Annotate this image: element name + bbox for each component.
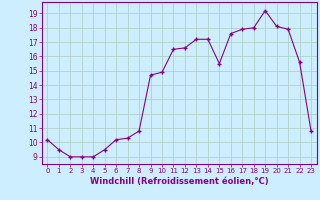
X-axis label: Windchill (Refroidissement éolien,°C): Windchill (Refroidissement éolien,°C): [90, 177, 268, 186]
